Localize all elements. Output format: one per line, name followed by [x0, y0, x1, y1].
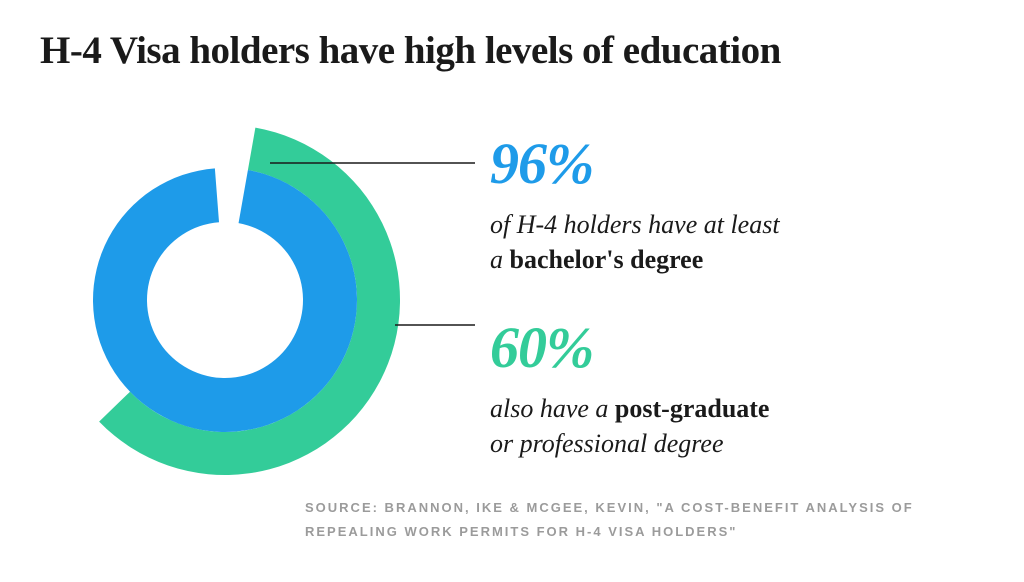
stat-bachelors: 96% of H-4 holders have at least a bache… — [490, 135, 960, 277]
stat-postgrad-text: also have a post-graduate or professiona… — [490, 391, 960, 461]
stats-column: 96% of H-4 holders have at least a bache… — [490, 135, 960, 503]
stat-line-text: of H-4 holders have at least — [490, 210, 780, 239]
stat-bachelors-text: of H-4 holders have at least a bachelor'… — [490, 207, 960, 277]
stat-line-text: a — [490, 245, 510, 274]
stat-line-text: also have a — [490, 394, 615, 423]
stat-postgrad-percent: 60% — [490, 319, 960, 377]
stat-bold: post-graduate — [615, 394, 770, 423]
source-citation: SOURCE: BRANNON, IKE & MCGEE, KEVIN, "A … — [305, 496, 985, 544]
infographic-canvas: H-4 Visa holders have high levels of edu… — [0, 0, 1024, 582]
stat-bachelors-percent: 96% — [490, 135, 960, 193]
stat-bold: bachelor's degree — [510, 245, 704, 274]
donut-inner-ring — [93, 168, 357, 432]
stat-line-text: or professional degree — [490, 429, 724, 458]
stat-postgrad: 60% also have a post-graduate or profess… — [490, 319, 960, 461]
